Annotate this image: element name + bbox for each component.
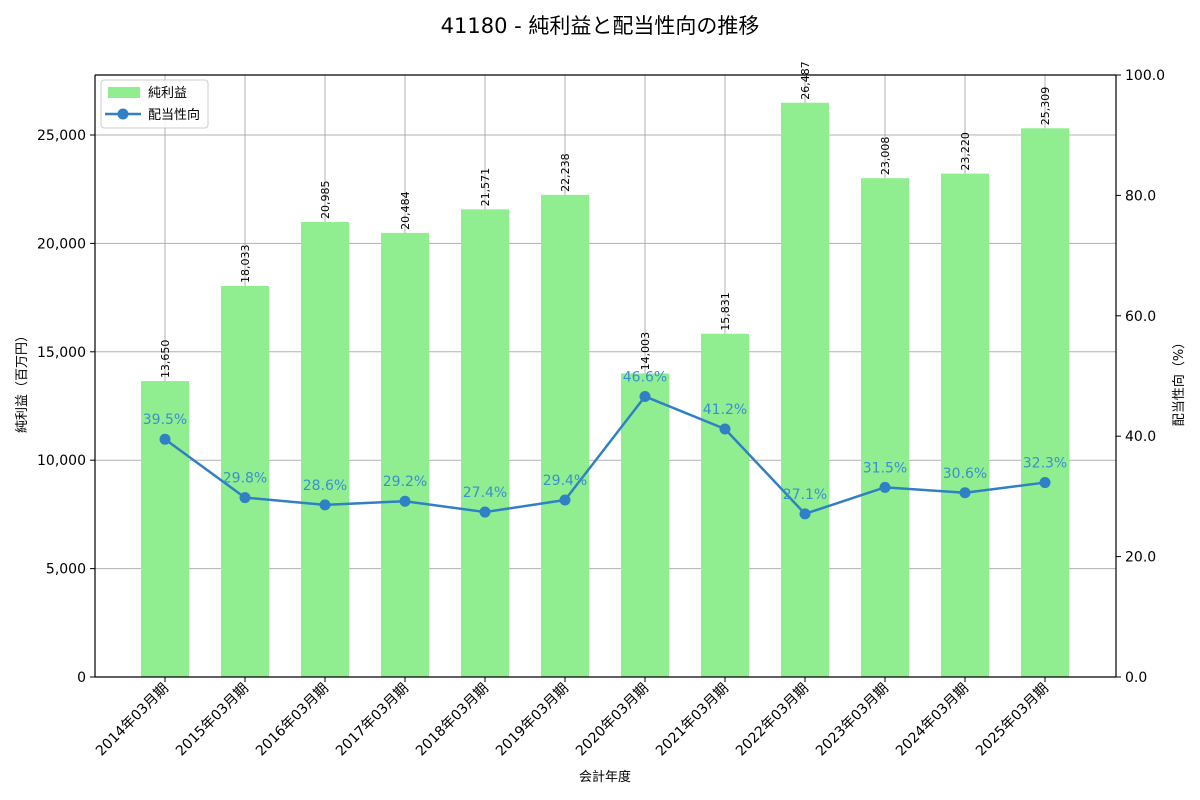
axes: 0 5,000 10,000 15,000 20,000 25,000 0.0 20.0 40.… [15, 68, 1187, 785]
line-value-label: 28.6% [303, 478, 347, 494]
y2-tick-label: 40.0 [1125, 429, 1156, 445]
bar [541, 194, 589, 677]
x-tick-label: 2014年03月期 [93, 681, 172, 760]
line-value-label: 27.4% [463, 485, 507, 501]
bar-value-label: 20,484 [399, 191, 412, 230]
y2-tick-label: 20.0 [1125, 550, 1156, 566]
line-value-label: 27.1% [783, 487, 827, 503]
bar [1021, 128, 1069, 677]
x-tick-label: 2024年03月期 [893, 681, 972, 760]
bar [221, 286, 269, 677]
y2-tick-label: 60.0 [1125, 309, 1156, 325]
bar [141, 381, 189, 677]
bar-value-label: 26,487 [799, 61, 812, 100]
line-value-label: 29.8% [223, 471, 267, 487]
line-marker [399, 495, 411, 507]
bar-value-label: 15,831 [719, 292, 732, 331]
x-tick-label: 2021年03月期 [653, 681, 732, 760]
payout-line [164, 395, 1046, 516]
bar-value-label: 18,033 [239, 245, 252, 284]
line-value-label: 32.3% [1023, 456, 1067, 472]
line-marker [479, 506, 491, 518]
line-value-label: 30.6% [943, 466, 987, 482]
bar-value-label: 20,985 [319, 181, 332, 220]
y2-tick-label: 80.0 [1125, 188, 1156, 204]
bar [701, 333, 749, 677]
x-tick-label: 2015年03月期 [173, 681, 252, 760]
x-tick-label: 2025年03月期 [973, 681, 1052, 760]
y-tick-label: 0 [77, 670, 86, 686]
bar [381, 232, 429, 677]
x-tick-label: 2016年03月期 [253, 681, 332, 760]
y-tick-label: 15,000 [37, 345, 86, 361]
line-series-payout-ratio [159, 390, 1051, 520]
y-tick-label: 10,000 [37, 453, 86, 469]
y-axis-title: 純利益（百万円） [15, 329, 30, 433]
y2-tick-label: 0.0 [1125, 670, 1147, 686]
legend-line-label: 配当性向 [148, 107, 200, 123]
x-tick-label: 2020年03月期 [573, 681, 652, 760]
chart-title: 41180 - 純利益と配当性向の推移 [440, 14, 760, 38]
x-tick-label: 2023年03月期 [813, 681, 892, 760]
legend-marker-icon [117, 108, 129, 120]
line-marker [239, 492, 251, 504]
line-marker [559, 494, 571, 506]
y2-tick-label: 100.0 [1125, 68, 1165, 84]
line-marker [879, 481, 891, 493]
legend-bar-label: 純利益 [148, 86, 187, 101]
legend-bar-swatch-icon [108, 87, 140, 98]
bar-value-label: 13,650 [159, 340, 172, 379]
line-value-labels: 39.5% 29.8% 28.6% 29.2% 27.4% 29.4% 46.6% 41.2%… [143, 369, 1067, 502]
line-marker [719, 423, 731, 435]
line-value-label: 31.5% [863, 460, 907, 476]
y-tick-label: 20,000 [37, 236, 86, 252]
bar-value-labels: 13,650 18,033 20,985 20,484 21,571 22,238 14,0… [159, 61, 1052, 378]
bar-value-label: 22,238 [559, 153, 572, 192]
line-marker [639, 390, 651, 402]
bar-value-label: 21,571 [479, 168, 492, 207]
bar-value-label: 23,008 [879, 137, 892, 176]
bar [621, 373, 669, 677]
line-marker [959, 487, 971, 499]
line-marker [799, 508, 811, 520]
line-marker [159, 433, 171, 445]
line-value-label: 29.2% [383, 474, 427, 490]
bar [461, 209, 509, 677]
bar [781, 102, 829, 678]
line-value-label: 46.6% [623, 369, 667, 385]
x-tick-label: 2019年03月期 [493, 681, 572, 760]
line-value-label: 41.2% [703, 402, 747, 418]
bar [301, 222, 349, 677]
line-value-label: 39.5% [143, 412, 187, 428]
bar-value-label: 25,309 [1039, 87, 1052, 126]
bar-value-label: 23,220 [959, 132, 972, 171]
line-marker [319, 499, 331, 511]
bar [941, 173, 989, 678]
bar [861, 178, 909, 678]
line-value-label: 29.4% [543, 473, 587, 489]
x-axis-title: 会計年度 [579, 769, 631, 785]
x-tick-label: 2017年03月期 [333, 681, 412, 760]
y-tick-label: 25,000 [37, 128, 86, 144]
line-marker [1039, 477, 1051, 489]
legend: 純利益 配当性向 [100, 79, 209, 129]
x-tick-label: 2022年03月期 [733, 681, 812, 760]
y-tick-label: 5,000 [46, 562, 86, 578]
bar-value-label: 14,003 [639, 332, 652, 371]
x-tick-label: 2018年03月期 [413, 681, 492, 760]
y2-axis-title: 配当性向（%） [1171, 336, 1187, 426]
bar-series-net-income [141, 102, 1069, 678]
